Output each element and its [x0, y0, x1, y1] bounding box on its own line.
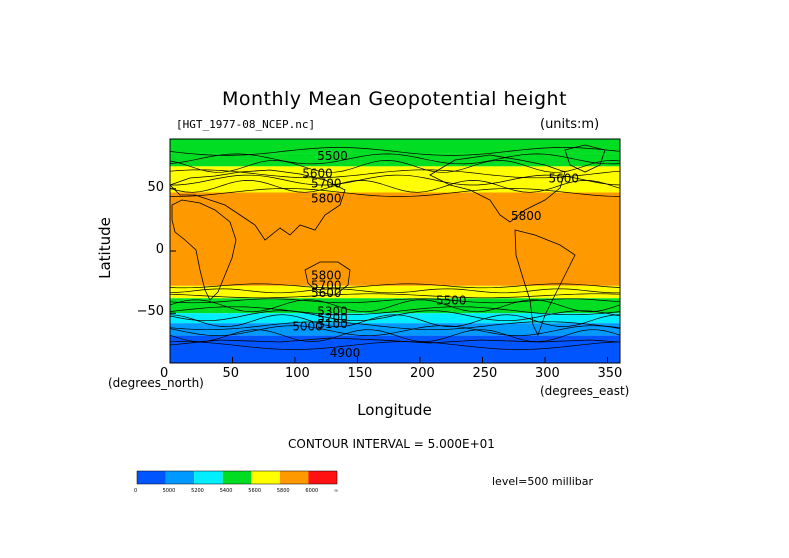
x-axis-label: Longitude — [357, 401, 432, 419]
coast-south-america — [514, 229, 576, 337]
band-4 — [170, 192, 620, 286]
y-tick-label: 0 — [155, 242, 164, 257]
coast-africa — [171, 199, 237, 301]
contour-label: 5800 — [511, 209, 542, 223]
colorbar-label: 5800 — [276, 488, 290, 494]
contour-interval-note: CONTOUR INTERVAL = 5.000E+01 — [288, 437, 495, 451]
contour-line-10 — [169, 298, 621, 304]
band-1 — [170, 153, 620, 167]
coastlines — [169, 144, 621, 346]
contour-line-1 — [169, 153, 621, 165]
contour-label: 5700 — [311, 177, 342, 191]
x-tick-label: 150 — [347, 366, 373, 381]
colorbar-label: 6000 — [305, 488, 319, 494]
contour-lines — [169, 147, 621, 350]
contour-label: 5500 — [317, 149, 348, 163]
contour-labels: 5500560057005800580056005800570056005500… — [292, 149, 579, 360]
contour-label: 5500 — [436, 294, 467, 308]
contour-line-9 — [169, 293, 621, 299]
band-6 — [170, 298, 620, 314]
x-tick-label: 200 — [410, 366, 435, 381]
contour-label: 5700 — [311, 279, 342, 293]
contour-line-14 — [169, 314, 621, 327]
contour-line-8 — [169, 288, 620, 294]
band-2 — [170, 166, 620, 183]
contour-label: 4900 — [330, 346, 361, 360]
contour-label: 5800 — [311, 191, 342, 205]
band-0 — [170, 139, 620, 154]
colorbar-swatch — [165, 471, 195, 484]
contour-line-4 — [170, 174, 621, 186]
y-tick-label: 50 — [147, 179, 164, 195]
colorbar-label: ∞ — [334, 488, 339, 494]
x-tick-label: 50 — [222, 366, 240, 381]
coast-australia — [304, 261, 351, 296]
contour-line-7 — [169, 283, 621, 289]
contour-label: 5600 — [548, 172, 579, 186]
x-ticks — [169, 357, 608, 363]
file-label: [HGT_1977-08_NCEP.nc] — [176, 118, 316, 131]
contour-line-12 — [169, 306, 621, 316]
band-3 — [170, 182, 620, 193]
x-tick-label: 350 — [597, 366, 623, 381]
contour-line-2 — [169, 160, 621, 173]
coast-north-america — [429, 154, 566, 223]
x-tick-label: 0 — [160, 366, 169, 381]
colorbar-label: 5000 — [162, 488, 176, 494]
colorbar-swatch — [308, 471, 337, 484]
coast-greenland — [564, 144, 606, 173]
contour-line-6 — [170, 188, 621, 197]
colorbar-label: 5200 — [191, 488, 204, 494]
x-tick-label: 300 — [535, 366, 560, 381]
contour-label: 5600 — [311, 286, 342, 300]
contour-label: 5000 — [292, 320, 323, 334]
colorbar-swatch — [137, 471, 166, 484]
level-note: level=500 millibar — [492, 475, 594, 488]
contour-line-15 — [169, 321, 621, 331]
band-7 — [170, 313, 620, 324]
contour-label: 5300 — [317, 305, 348, 319]
y-ticks — [170, 188, 176, 314]
chart-title: Monthly Mean Geopotential height — [221, 88, 568, 110]
colorbar-swatch — [279, 471, 309, 484]
contour-label: 5800 — [311, 269, 342, 283]
x-tick-label: 250 — [472, 366, 498, 381]
x-tick-label: 100 — [285, 366, 310, 381]
colorbar-label: 5400 — [219, 488, 233, 494]
contour-line-0 — [169, 147, 621, 156]
colorbar-frame — [136, 470, 338, 485]
contour-line-18 — [169, 341, 621, 350]
y-axis-label: Latitude — [96, 217, 114, 279]
colorbar-label: 5600 — [248, 488, 262, 494]
coast-antarctica — [169, 337, 621, 346]
contour-line-16 — [169, 325, 621, 336]
colorbar-swatch — [251, 471, 280, 484]
contour-label: 5200 — [317, 311, 348, 325]
colorbar — [136, 470, 338, 485]
colorbar-swatch — [194, 471, 223, 484]
colorbar-label: 0 — [134, 488, 138, 494]
units-label: (units:m) — [540, 117, 600, 132]
colorbar-swatch — [222, 471, 252, 484]
contour-label: 5100 — [317, 317, 348, 331]
contour-label: 5600 — [302, 167, 333, 181]
x-axis-unit: (degrees_east) — [540, 384, 630, 398]
band-5 — [170, 285, 620, 299]
coast-eurasia — [169, 169, 346, 241]
contour-line-3 — [169, 169, 621, 179]
contour-line-17 — [169, 329, 621, 342]
contour-line-11 — [169, 299, 621, 313]
y-tick-label: −50 — [136, 304, 164, 320]
y-axis-unit: (degrees_north) — [108, 376, 204, 390]
